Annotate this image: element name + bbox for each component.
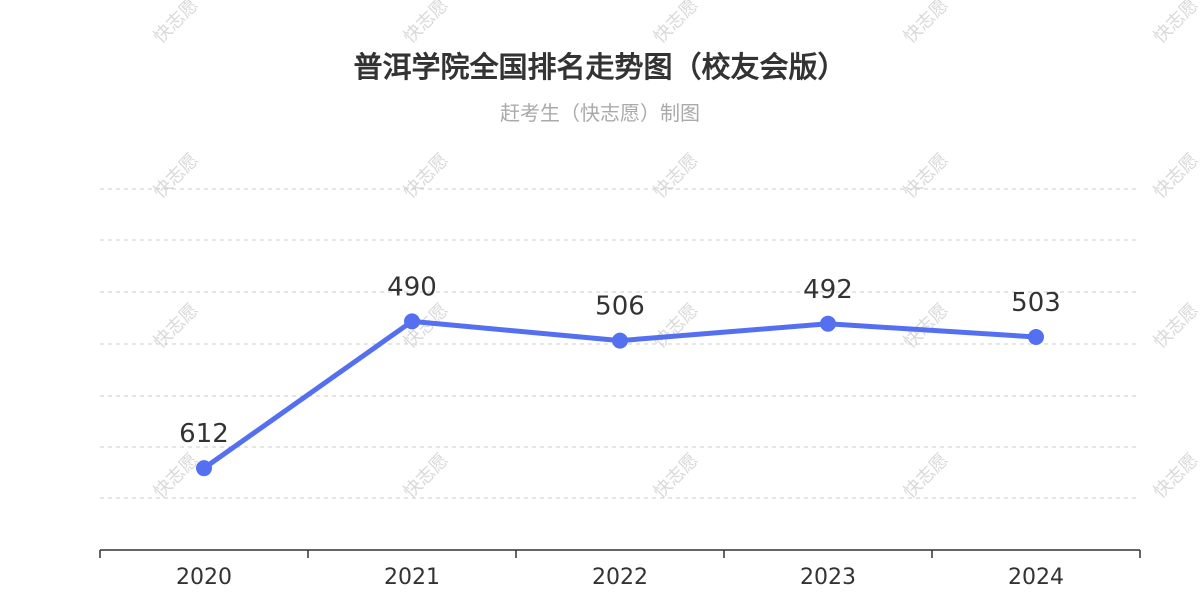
watermark-text: 快志愿	[650, 450, 703, 503]
x-tick-label: 2022	[592, 565, 648, 590]
data-point	[612, 332, 628, 349]
x-tick-label: 2020	[176, 565, 232, 590]
x-tick-label: 2021	[384, 565, 440, 590]
x-tick-label: 2024	[1008, 565, 1064, 590]
watermark-text: 快志愿	[150, 0, 203, 48]
watermark-text: 快志愿	[650, 300, 703, 353]
data-point	[404, 313, 420, 330]
watermark-text: 快志愿	[1150, 150, 1200, 203]
watermark-text: 快志愿	[150, 150, 203, 203]
data-label: 612	[179, 419, 229, 449]
data-label: 492	[803, 275, 853, 305]
watermark-text: 快志愿	[900, 150, 953, 203]
data-label: 503	[1011, 288, 1061, 318]
watermark-text: 快志愿	[900, 300, 953, 353]
data-label: 490	[387, 272, 437, 302]
watermark-text: 快志愿	[650, 0, 703, 48]
watermark-text: 快志愿	[400, 150, 453, 203]
watermark-layer: 快志愿 快志愿 快志愿 快志愿 快志愿快志愿 快志愿 快志愿 快志愿 快志愿快志愿 快志愿 快志愿快…	[150, 0, 1200, 503]
watermark-text: 快志愿	[1150, 300, 1200, 353]
watermark-text: 快志愿	[1150, 0, 1200, 48]
watermark-text: 快志愿	[150, 300, 203, 353]
data-label: 506	[595, 292, 645, 322]
chart-title: 普洱学院全国排名走势图（校友会版）	[353, 50, 847, 84]
watermark-text: 快志愿	[900, 450, 953, 503]
data-point	[820, 315, 836, 332]
data-point	[196, 460, 212, 477]
watermark-text: 快志愿	[1150, 450, 1200, 503]
chart-subtitle: 赶考生（快志愿）制图	[500, 101, 700, 125]
x-tick-label: 2023	[800, 565, 856, 590]
watermark-text: 快志愿	[650, 150, 703, 203]
data-point	[1028, 329, 1044, 346]
watermark-text: 快志愿	[400, 0, 453, 48]
watermark-text: 快志愿	[150, 450, 203, 503]
watermark-text: 快志愿	[900, 0, 953, 48]
watermark-text: 快志愿	[400, 450, 453, 503]
